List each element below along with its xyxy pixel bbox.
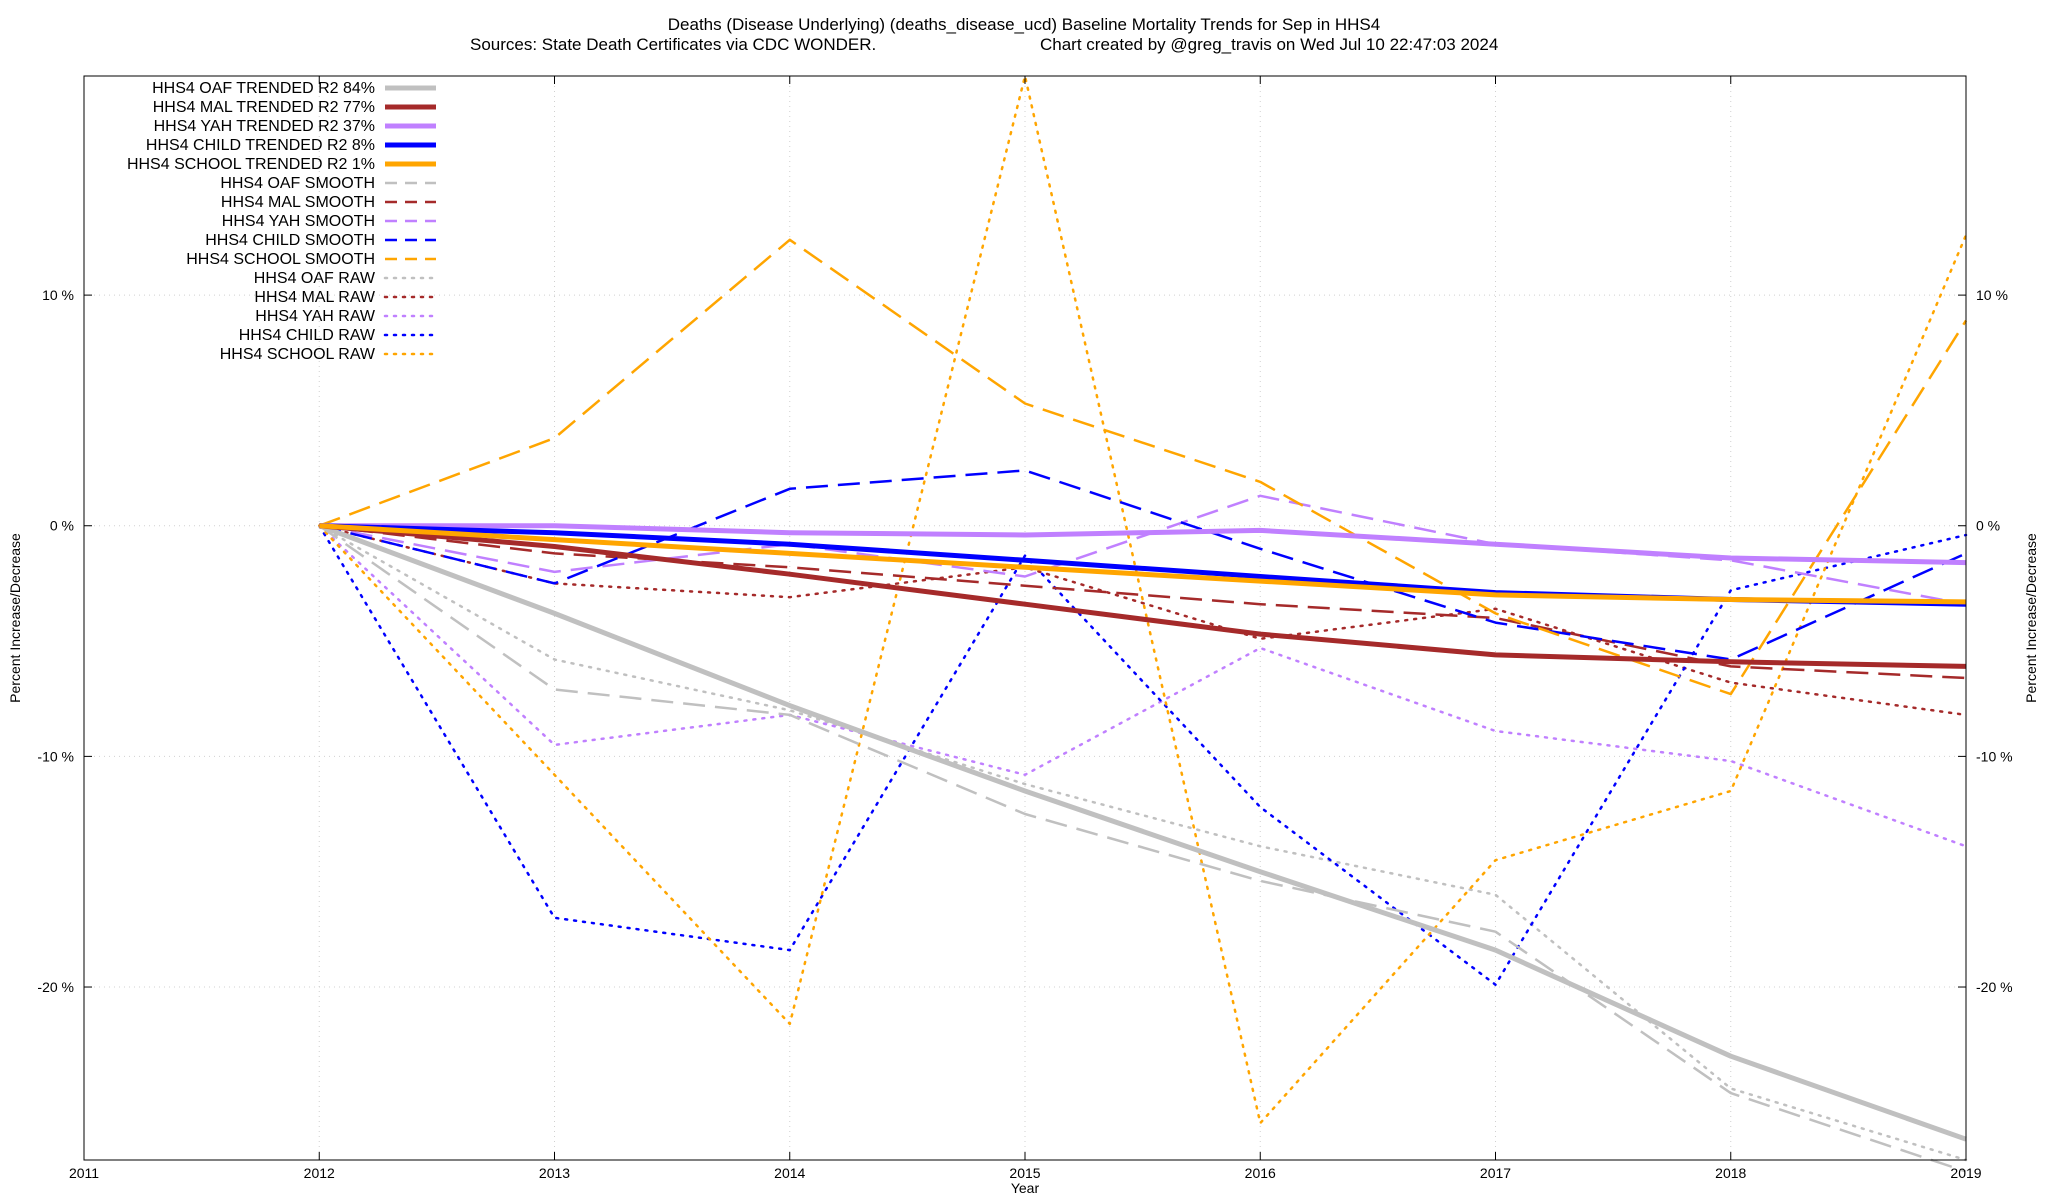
grid bbox=[84, 76, 1966, 1160]
legend-label: HHS4 CHILD TRENDED R2 8% bbox=[146, 137, 375, 154]
y-axis-label-right: Percent Increase/Decrease bbox=[2023, 533, 2039, 703]
y-tick-label: 0 % bbox=[50, 518, 74, 534]
series-line bbox=[318, 524, 1967, 1173]
x-tick-label: 2011 bbox=[69, 1165, 99, 1181]
legend-label: HHS4 CHILD SMOOTH bbox=[205, 232, 375, 249]
series-line bbox=[319, 523, 1967, 669]
legend-label: HHS4 YAH SMOOTH bbox=[222, 213, 375, 230]
legend-label: HHS4 OAF TRENDED R2 84% bbox=[152, 80, 375, 97]
series-line bbox=[319, 523, 1967, 605]
legend-label: HHS4 YAH TRENDED R2 37% bbox=[154, 118, 375, 135]
y-tick-label-right: 10 % bbox=[1976, 287, 2008, 303]
y-tick-label-right: -20 % bbox=[1976, 979, 2013, 995]
legend-label: HHS4 YAH RAW bbox=[255, 308, 376, 325]
chart-credit: Chart created by @greg_travis on Wed Jul… bbox=[1040, 35, 1498, 54]
legend-label: HHS4 MAL RAW bbox=[254, 289, 376, 306]
series-line bbox=[318, 524, 1968, 1162]
series-line bbox=[319, 523, 1967, 566]
series-lines bbox=[318, 74, 1968, 1173]
legend: HHS4 OAF TRENDED R2 84% HHS4 MAL TRENDED … bbox=[127, 80, 438, 363]
series-line bbox=[318, 524, 1968, 717]
legend-label: HHS4 CHILD RAW bbox=[239, 327, 376, 344]
x-tick-label: 2017 bbox=[1480, 1165, 1511, 1181]
axes: 2011 2012 2013 2014 2015 2016 2017 2018 2019 10 %… bbox=[37, 76, 2013, 1181]
legend-label: HHS4 MAL TRENDED R2 77% bbox=[153, 99, 375, 116]
legend-label: HHS4 MAL SMOOTH bbox=[221, 194, 375, 211]
legend-label: HHS4 SCHOOL SMOOTH bbox=[186, 251, 375, 268]
legend-label: HHS4 OAF SMOOTH bbox=[220, 175, 375, 192]
x-tick-label: 2014 bbox=[774, 1165, 805, 1181]
legend-label: HHS4 SCHOOL RAW bbox=[220, 346, 376, 363]
chart-title: Deaths (Disease Underlying) (deaths_dise… bbox=[668, 15, 1380, 34]
x-tick-label: 2016 bbox=[1245, 1165, 1276, 1181]
series-line bbox=[318, 524, 1968, 848]
y-tick-label-right: 0 % bbox=[1976, 518, 2000, 534]
y-tick-label: -20 % bbox=[37, 979, 74, 995]
legend-label: HHS4 OAF RAW bbox=[254, 270, 376, 287]
y-tick-label: 10 % bbox=[42, 287, 74, 303]
x-axis-label: Year bbox=[1011, 1180, 1040, 1196]
series-line bbox=[318, 524, 1968, 986]
y-tick-label: -10 % bbox=[37, 748, 74, 764]
x-tick-label: 2015 bbox=[1009, 1165, 1040, 1181]
x-tick-label: 2013 bbox=[539, 1165, 570, 1181]
x-tick-label: 2012 bbox=[304, 1165, 335, 1181]
x-tick-label: 2018 bbox=[1715, 1165, 1746, 1181]
x-tick-label: 2019 bbox=[1950, 1165, 1981, 1181]
series-line bbox=[318, 523, 1967, 1142]
y-axis-label-left: Percent Increase/Decrease bbox=[7, 533, 23, 703]
chart-sources: Sources: State Death Certificates via CD… bbox=[470, 35, 876, 54]
series-line bbox=[318, 238, 1968, 696]
series-line bbox=[319, 494, 1967, 606]
legend-label: HHS4 SCHOOL TRENDED R2 1% bbox=[127, 156, 375, 173]
series-line bbox=[319, 469, 1967, 661]
y-tick-label-right: -10 % bbox=[1976, 748, 2013, 764]
series-line bbox=[318, 74, 1968, 1125]
